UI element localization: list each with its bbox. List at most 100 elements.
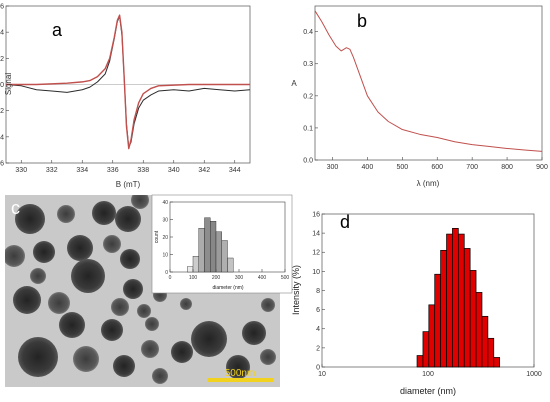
inset-y-tick-label: 20 <box>162 235 168 241</box>
panel-b-xlabel: λ (nm) <box>417 179 440 188</box>
inset-histogram-bars <box>187 217 234 273</box>
panel-d-bar <box>416 355 424 368</box>
panel-b-x-tick-label: 600 <box>431 164 443 171</box>
panel-b-x-tick-label: 300 <box>327 164 339 171</box>
panel-a-series-2-line <box>6 14 250 150</box>
panel-d-bar <box>493 357 501 368</box>
panel-d-bar <box>475 292 483 368</box>
panel-b-y-tick-label: 0.2 <box>303 93 313 100</box>
inset-x-tick-label: 500 <box>281 275 290 281</box>
inset-xlabel: diameter (nm) <box>212 285 243 291</box>
inset-histogram-bar <box>204 217 211 273</box>
panel-d-bar <box>446 233 453 368</box>
panel-a-x-tick-label: 344 <box>229 167 241 174</box>
inset-x-tick-label: 400 <box>258 275 267 281</box>
panel-d-y-tick-label: 10 <box>312 269 320 276</box>
panel-b-plot-area <box>314 5 543 161</box>
panel-d-bar <box>481 315 489 368</box>
inset-histogram-bar <box>192 256 199 273</box>
panel-a-series <box>5 14 251 150</box>
inset-y-tick-label: 10 <box>162 252 168 258</box>
scale-bar <box>207 378 273 382</box>
panel-d-bar <box>487 337 495 368</box>
panel-a-y-tick-label: 0.2 <box>0 56 4 63</box>
panel-d-xlabel: diameter (nm) <box>400 386 456 396</box>
panel-d-y-tick-label: 6 <box>316 307 320 314</box>
panel-a-y-tick-label: -0.4 <box>0 134 4 141</box>
inset-y-tick-label: 0 <box>165 270 168 276</box>
panel-d-y-tick-label: 0 <box>316 364 320 371</box>
panel-c-label: c <box>11 198 20 218</box>
inset-x-tick-label: 0 <box>169 275 172 281</box>
panel-a-xlabel: B (mT) <box>116 180 141 189</box>
panel-a-label: a <box>52 20 63 40</box>
panel-d-y-tick-label: 14 <box>312 231 320 238</box>
panel-b-x-tick-label: 800 <box>501 164 513 171</box>
panel-d-y-tick-label: 2 <box>316 345 320 352</box>
panel-d-bar <box>422 331 430 368</box>
panel-b-y-tick-label: 0.3 <box>303 61 313 68</box>
panel-d-bar <box>434 273 441 368</box>
inset-x-tick-label: 200 <box>212 275 221 281</box>
panel-d-ticks: 10 100 1000 0 2 4 6 8 10 12 14 16 <box>312 211 542 378</box>
panel-a-y-tick-label: 0.4 <box>0 30 4 37</box>
panel-a-x-tick-label: 334 <box>76 167 88 174</box>
panel-a-x-tick-label: 330 <box>15 167 27 174</box>
panel-b: 300 400 500 600 700 800 900 0.0 0.1 0.2 0.3 0.4 b λ… <box>291 5 548 188</box>
panel-b-y-tick-label: 0.0 <box>303 157 313 164</box>
panel-d-bar <box>463 248 471 368</box>
panel-b-y-tick-label: 0.4 <box>303 29 313 36</box>
panel-a-y-tick-label: -0.2 <box>0 108 4 115</box>
panel-b-x-tick-label: 400 <box>362 164 374 171</box>
panel-b-label: b <box>357 11 367 31</box>
scale-bar-label: 500nm <box>225 368 256 379</box>
panel-d-x-tick-label: 1000 <box>526 371 542 378</box>
panel-d-bar <box>469 270 477 368</box>
panel-b-x-tick-label: 700 <box>466 164 478 171</box>
panel-d-bar <box>452 227 459 368</box>
panel-d-y-tick-label: 12 <box>312 250 320 257</box>
inset-histogram-bar <box>227 257 234 273</box>
inset-x-tick-label: 100 <box>189 275 198 281</box>
panel-b-series-1-line <box>314 10 543 152</box>
inset-histogram-bar <box>215 231 222 273</box>
panel-d-bar <box>428 304 436 368</box>
panel-a-x-tick-label: 332 <box>46 167 58 174</box>
tem-particles <box>5 195 276 384</box>
panel-d-bar <box>457 233 465 368</box>
panel-b-ylabel: A <box>291 79 297 88</box>
panel-a-x-tick-label: 336 <box>107 167 119 174</box>
inset-histogram-bar <box>210 221 217 273</box>
inset-x-tick-label: 300 <box>235 275 244 281</box>
panel-d-y-tick-label: 4 <box>316 326 320 333</box>
inset-histogram-bar <box>198 228 205 273</box>
panel-a-x-tick-label: 340 <box>168 167 180 174</box>
panel-d: 10 100 1000 0 2 4 6 8 10 12 14 16 d diameter (nm) I… <box>291 211 542 396</box>
panel-b-x-tick-label: 500 <box>396 164 408 171</box>
panel-c: c 500nm 0 100 200 300 400 500 0 10 20 30 40 diamet… <box>5 194 293 387</box>
panel-b-ticks: 300 400 500 600 700 800 900 0.0 0.1 0.2 0.3 0.4 <box>303 29 548 171</box>
panel-a-y-tick-label: 0.6 <box>0 3 4 10</box>
panel-a-y-tick-label: -0.6 <box>0 160 4 167</box>
panel-d-x-tick-label: 10 <box>318 371 326 378</box>
panel-b-series <box>314 10 543 152</box>
panel-a-y-tick-label: 0.0 <box>0 82 4 89</box>
inset-histogram-bar <box>187 266 194 273</box>
panel-a-x-tick-label: 338 <box>137 167 149 174</box>
panel-d-y-tick-label: 16 <box>312 211 320 218</box>
inset-ylabel: count <box>154 230 160 243</box>
panel-d-x-tick-label: 100 <box>422 371 434 378</box>
panel-d-bar <box>440 249 447 368</box>
inset-y-tick-label: 40 <box>162 200 168 206</box>
panel-d-y-tick-label: 8 <box>316 288 320 295</box>
inset-y-tick-label: 30 <box>162 217 168 223</box>
panel-a-x-tick-label: 342 <box>198 167 210 174</box>
inset-histogram-bar <box>221 240 228 273</box>
inset-histogram-ticks: 0 100 200 300 400 500 0 10 20 30 40 <box>162 200 289 281</box>
panel-a: 330 332 334 336 338 340 342 344 -0.6 -0.4 -0.2 0.0 0… <box>0 3 251 189</box>
panel-a-ylabel: Signal <box>4 73 13 95</box>
panel-a-ticks: 330 332 334 336 338 340 342 344 -0.6 -0.4 -0.2 0.0 0… <box>0 3 241 174</box>
panel-d-label: d <box>340 212 350 232</box>
panel-b-y-tick-label: 0.1 <box>303 125 313 132</box>
